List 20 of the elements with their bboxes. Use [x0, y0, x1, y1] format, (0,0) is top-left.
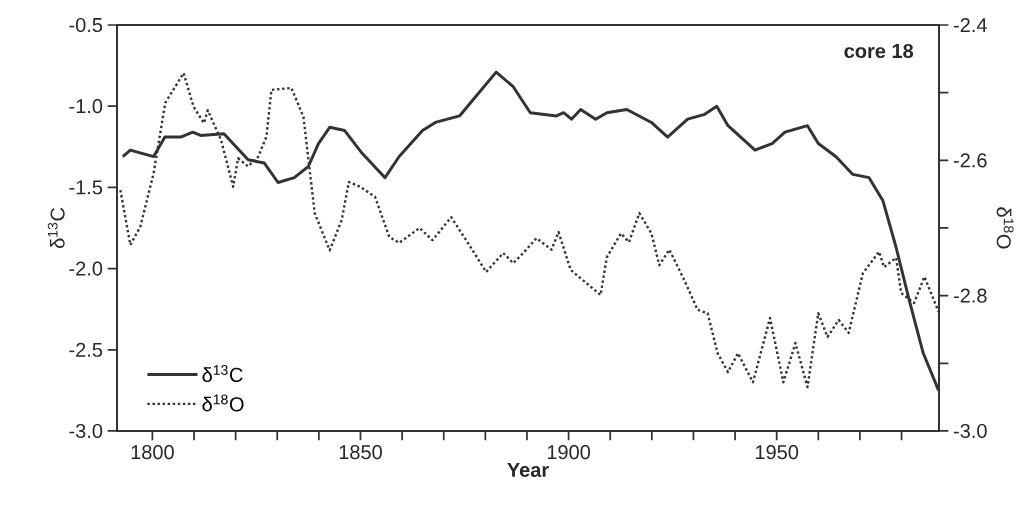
y2-tick-label: -2.8 — [953, 288, 987, 303]
y2-tick-label: -3.0 — [953, 423, 987, 439]
annotation: core 18 — [844, 43, 914, 59]
y-tick-label: -2.0 — [69, 261, 103, 276]
legend-label: δ$^{13}$C — [202, 365, 243, 382]
y2-tick-label: -2.4 — [953, 18, 987, 32]
y-tick-label: -1.5 — [69, 180, 103, 195]
y-axis-title: δ$^{13}$C — [47, 207, 65, 249]
x-axis-title: Year — [507, 463, 549, 477]
y-tick-label: -3.0 — [69, 423, 103, 439]
x-tick-label: 1850 — [339, 445, 382, 460]
y-tick-label: -1.0 — [69, 99, 103, 114]
y2-axis-title: δ$^{18}$O — [996, 207, 1014, 249]
x-tick-label: 1800 — [131, 445, 174, 460]
legend-label: δ$^{18}$O — [202, 394, 244, 412]
y-tick-label: -0.5 — [69, 17, 103, 33]
x-tick-label: 1950 — [755, 445, 799, 460]
x-tick-label: 1900 — [547, 445, 591, 460]
y2-tick-label: -2.6 — [953, 153, 987, 168]
y-tick-label: -2.5 — [69, 342, 103, 357]
